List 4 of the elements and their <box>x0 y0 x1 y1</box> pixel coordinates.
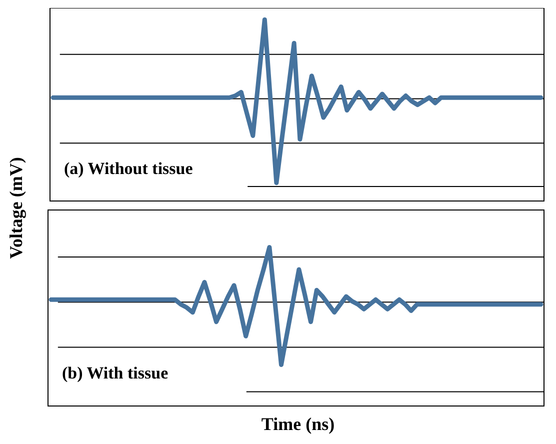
y-axis-title: Voltage (mV) <box>6 157 26 259</box>
annotation: (b) With tissue <box>62 364 169 383</box>
x-axis-title: Time (ns) <box>261 414 335 434</box>
annotation: (a) Without tissue <box>64 158 194 178</box>
